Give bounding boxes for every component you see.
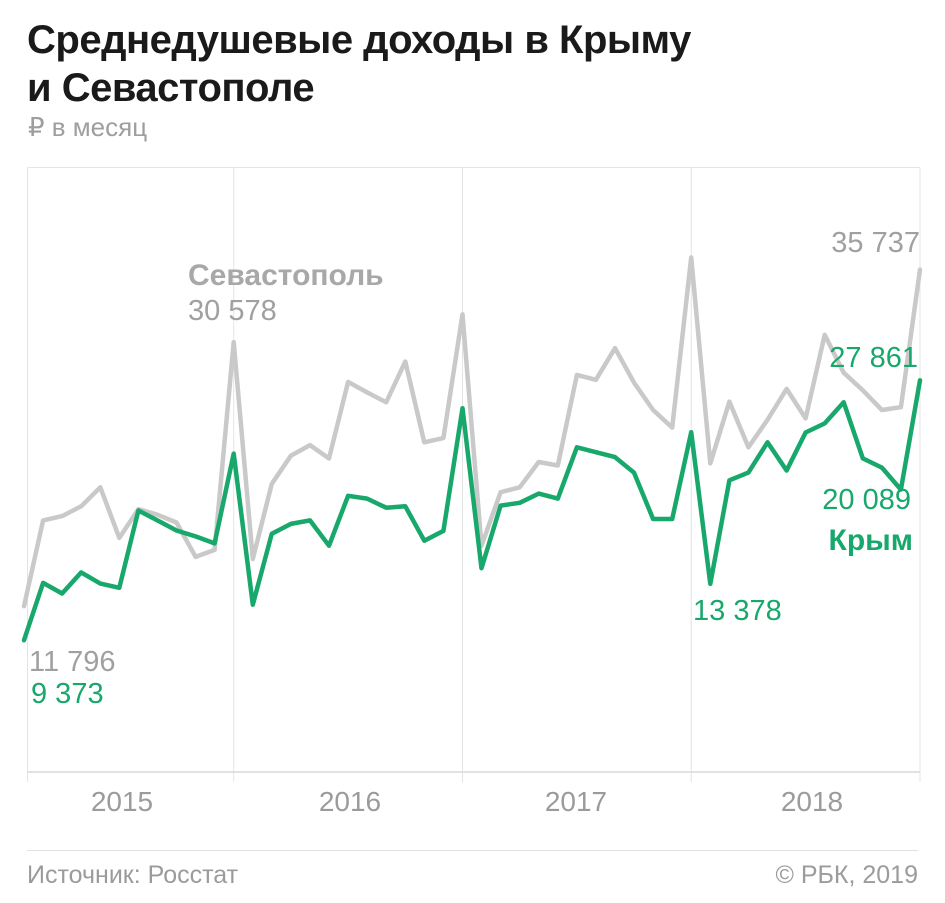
chart-subtitle-units: ₽ в месяц [28,112,148,142]
value-label-sevastopol-dec2015: 30 578 [188,295,277,327]
title-line-1: Среднедушевые доходы в Крыму [27,18,691,62]
value-label-sevastopol-first: 11 796 [29,646,116,678]
footer-source: Источник: Росстат [27,861,239,889]
value-label-crimea-jan2018: 13 378 [693,595,782,627]
value-label-crimea-nov2018: 20 089 [822,484,911,516]
title-line-2: и Севастополе [27,66,315,110]
line-sevastopol [21,255,923,609]
series-label-crimea: Крым [828,524,913,557]
x-tick-2018: 2018 [780,786,844,817]
value-label-sevastopol-last: 35 737 [831,227,920,259]
x-tick-2015: 2015 [90,786,154,817]
series-label-sevastopol: Севастополь [188,259,384,292]
footer-copyright: © РБК, 2019 [775,861,918,889]
value-label-crimea-last: 27 861 [829,342,918,374]
value-label-crimea-first: 9 373 [31,678,104,710]
line-crimea [21,378,923,643]
x-tick-2016: 2016 [318,786,382,817]
page-title: Среднедушевые доходы в Крыму и Севастопо… [27,16,691,112]
footer-divider [27,850,918,851]
x-tick-2017: 2017 [544,786,608,817]
